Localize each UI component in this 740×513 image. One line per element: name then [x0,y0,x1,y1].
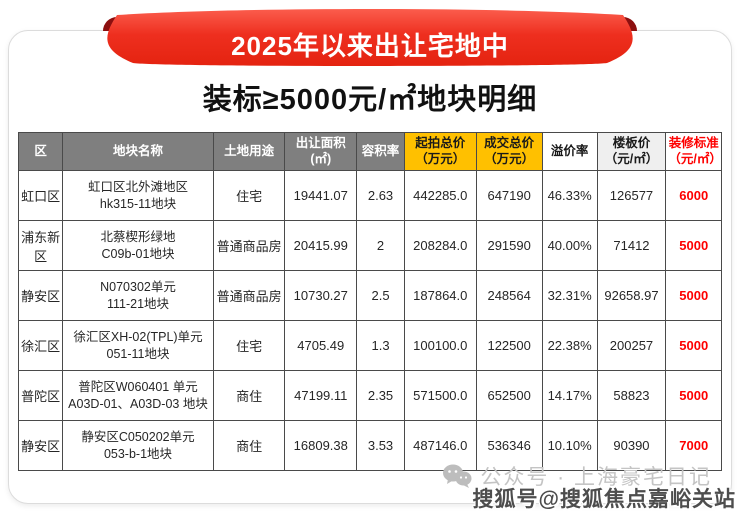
cell-premium: 22.38% [541,320,598,371]
cell-floor-price: 90390 [596,420,667,471]
cell-far: 1.3 [356,320,405,371]
cell-plot-name: 普陀区W060401 单元 A03D-01、A03D-03 地块 [62,370,214,421]
cell-area: 4705.49 [284,320,358,371]
wechat-watermark-label: 公众号 · 上海豪宅日记 [480,466,712,489]
cell-district: 静安区 [17,420,64,471]
cell-land-use: 商住 [212,420,286,471]
cell-floor-price: 126577 [596,170,667,221]
cell-start-price: 442285.0 [403,170,477,221]
cell-deal-price: 536346 [475,420,543,471]
cell-floor-price: 58823 [596,370,667,421]
cell-area: 47199.11 [284,370,358,421]
cell-deco-standard: 5000 [665,270,722,321]
cell-plot-name: 虹口区北外滩地区 hk315-11地块 [62,170,214,221]
cell-far: 2.35 [356,370,405,421]
cell-district: 普陀区 [17,370,64,421]
cell-land-use: 普通商品房 [212,270,286,321]
land-plots-table: 区 地块名称 土地用途 出让面积 (㎡) 容积率 起拍总价 （万元） 成交总价 … [17,132,722,471]
cell-deco-standard: 5000 [665,370,722,421]
header-premium: 溢价率 [541,132,598,171]
cell-plot-name: 静安区C050202单元 053-b-1地块 [62,420,214,471]
table-row: 徐汇区 徐汇区XH-02(TPL)单元 051-11地块 住宅 4705.49 … [17,320,722,371]
cell-far: 3.53 [356,420,405,471]
cell-deal-price: 122500 [475,320,543,371]
table-row: 普陀区 普陀区W060401 单元 A03D-01、A03D-03 地块 商住 … [17,370,722,421]
cell-land-use: 商住 [212,370,286,421]
header-deal-price: 成交总价 （万元） [475,132,543,171]
header-start-price: 起拍总价 （万元） [403,132,477,171]
cell-land-use: 普通商品房 [212,220,286,271]
header-name: 地块名称 [62,132,214,171]
page-subtitle: 装标≥5000元/㎡地块明细 [202,84,538,116]
cell-premium: 32.31% [541,270,598,321]
header-area: 出让面积 (㎡) [284,132,358,171]
cell-deal-price: 647190 [475,170,543,221]
cell-district: 静安区 [17,270,64,321]
table-header-row: 区 地块名称 土地用途 出让面积 (㎡) 容积率 起拍总价 （万元） 成交总价 … [17,132,722,171]
cell-area: 19441.07 [284,170,358,221]
cell-deco-standard: 6000 [665,170,722,221]
cell-far: 2.63 [356,170,405,221]
cell-plot-name: 北蔡楔形绿地 C09b-01地块 [62,220,214,271]
cell-start-price: 100100.0 [403,320,477,371]
ribbon-band [107,9,633,66]
table-row: 虹口区 虹口区北外滩地区 hk315-11地块 住宅 19441.07 2.63… [17,170,722,221]
table-row: 静安区 N070302单元 111-21地块 普通商品房 10730.27 2.… [17,270,722,321]
cell-land-use: 住宅 [212,170,286,221]
cell-floor-price: 71412 [596,220,667,271]
cell-start-price: 487146.0 [403,420,477,471]
cell-floor-price: 92658.97 [596,270,667,321]
cell-deco-standard: 5000 [665,320,722,371]
cell-area: 16809.38 [284,420,358,471]
cell-deal-price: 248564 [475,270,543,321]
land-plots-table-wrap: 区 地块名称 土地用途 出让面积 (㎡) 容积率 起拍总价 （万元） 成交总价 … [17,132,722,471]
cell-area: 20415.99 [284,220,358,271]
ribbon-banner: 2025年以来出让宅地中 [0,0,740,72]
wechat-icon [443,464,472,488]
cell-premium: 10.10% [541,420,598,471]
cell-deco-standard: 5000 [665,220,722,271]
cell-plot-name: 徐汇区XH-02(TPL)单元 051-11地块 [62,320,214,371]
cell-deco-standard: 7000 [665,420,722,471]
cell-area: 10730.27 [284,270,358,321]
cell-premium: 40.00% [541,220,598,271]
cell-land-use: 住宅 [212,320,286,371]
table-row: 浦东新区 北蔡楔形绿地 C09b-01地块 普通商品房 20415.99 2 2… [17,220,722,271]
cell-start-price: 571500.0 [403,370,477,421]
cell-premium: 46.33% [541,170,598,221]
cell-far: 2 [356,220,405,271]
cell-premium: 14.17% [541,370,598,421]
cell-deal-price: 652500 [475,370,543,421]
wechat-watermark: 公众号 · 上海豪宅日记 [442,461,712,491]
ribbon-shape-svg [103,9,637,66]
header-use: 土地用途 [212,132,286,171]
cell-district: 虹口区 [17,170,64,221]
cell-start-price: 208284.0 [403,220,477,271]
sohu-watermark: 搜狐号@搜狐焦点嘉峪关站 [472,488,736,511]
cell-district: 浦东新区 [17,220,64,271]
table-row: 静安区 静安区C050202单元 053-b-1地块 商住 16809.38 3… [17,420,722,471]
cell-far: 2.5 [356,270,405,321]
header-floor-price: 楼板价 （元/㎡） [596,132,667,171]
cell-district: 徐汇区 [17,320,64,371]
cell-floor-price: 200257 [596,320,667,371]
cell-plot-name: N070302单元 111-21地块 [62,270,214,321]
header-district: 区 [17,132,64,171]
cell-deal-price: 291590 [475,220,543,271]
cell-start-price: 187864.0 [403,270,477,321]
banner-title: 2025年以来出让宅地中 [231,31,509,61]
header-far: 容积率 [356,132,405,171]
header-deco-standard: 装修标准 （元/㎡） [665,132,722,171]
